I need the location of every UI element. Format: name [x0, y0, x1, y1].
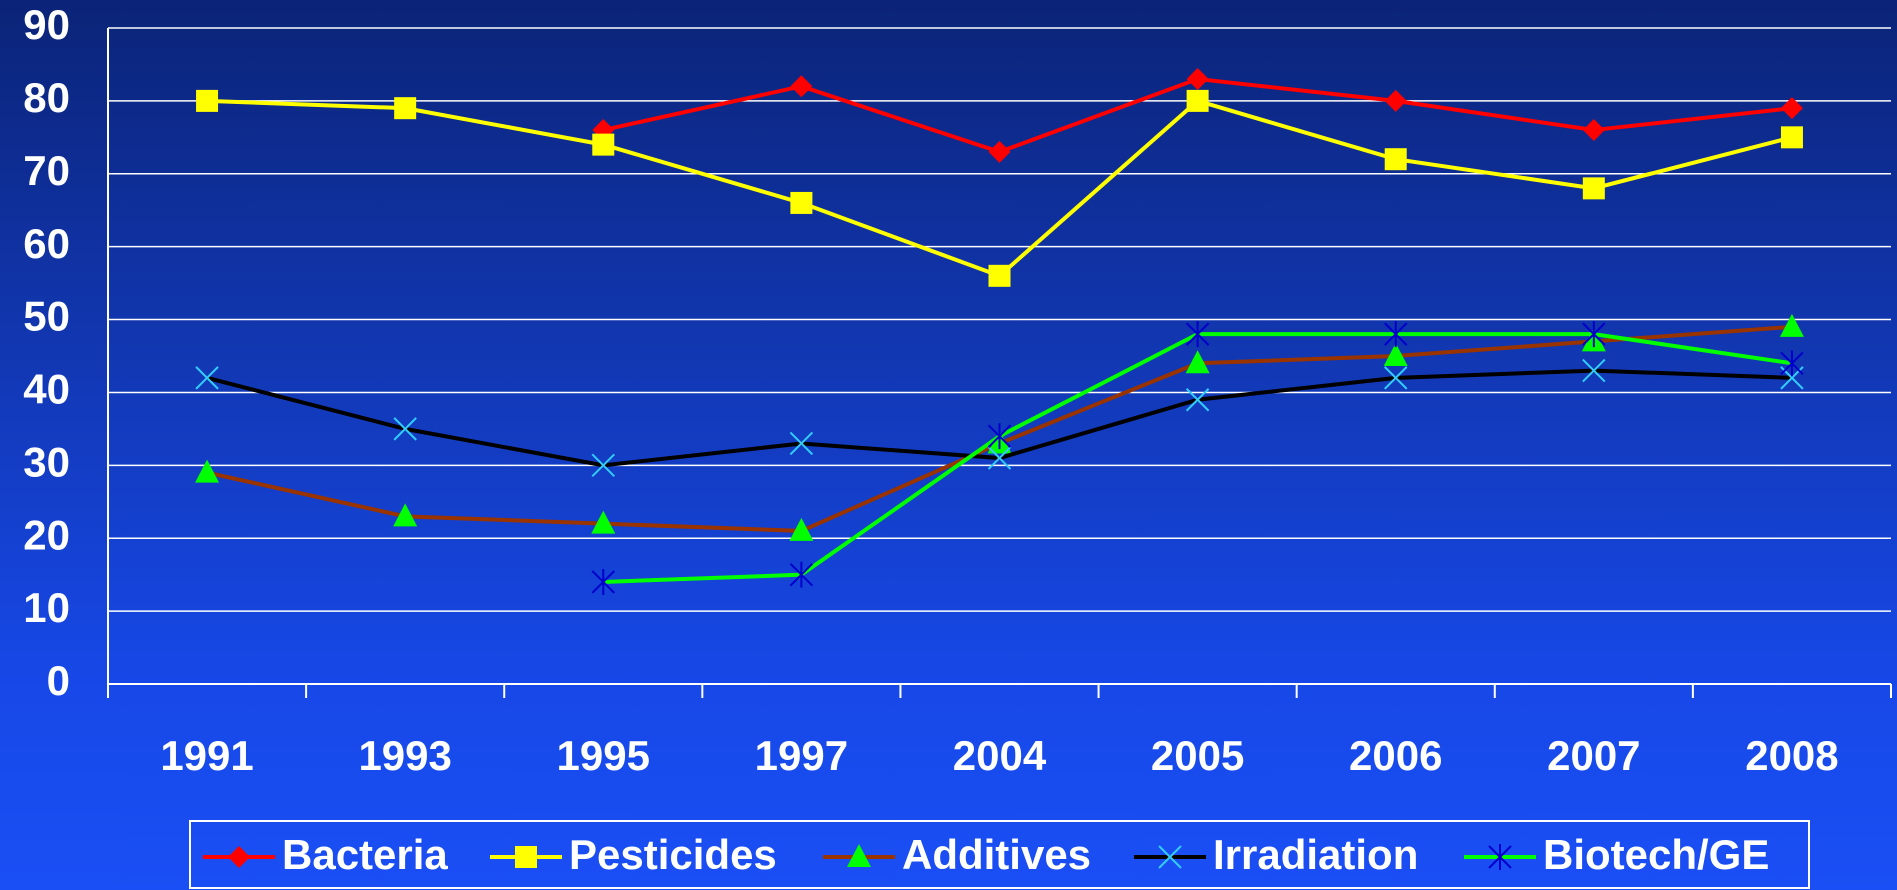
marker: [1185, 321, 1210, 348]
marker: [1186, 68, 1209, 91]
marker: [847, 844, 871, 867]
marker: [1582, 119, 1605, 142]
marker: [592, 133, 615, 156]
x-tick-label: 2007: [1547, 732, 1640, 779]
marker: [1384, 321, 1408, 348]
marker: [1488, 844, 1512, 870]
y-tick-label: 20: [23, 511, 70, 558]
marker: [790, 75, 813, 98]
x-tick-label: 1995: [557, 732, 650, 779]
y-tick-label: 70: [23, 147, 70, 194]
legend-label: Additives: [902, 831, 1091, 878]
marker: [515, 846, 537, 868]
x-tick-label: 2005: [1151, 732, 1244, 779]
marker: [1780, 97, 1803, 120]
marker: [1185, 350, 1210, 374]
y-tick-label: 50: [23, 293, 70, 340]
marker: [228, 846, 250, 868]
marker: [196, 89, 219, 112]
legend-label: Irradiation: [1213, 831, 1418, 878]
marker: [195, 459, 220, 483]
marker: [591, 568, 615, 595]
legend-label: Pesticides: [569, 831, 777, 878]
marker: [195, 366, 219, 390]
marker: [1780, 126, 1803, 149]
marker: [393, 503, 418, 527]
y-tick-label: 10: [23, 584, 70, 631]
marker: [789, 431, 814, 456]
marker: [789, 561, 814, 588]
marker: [1779, 313, 1804, 337]
y-tick-label: 40: [23, 366, 70, 413]
marker: [1780, 350, 1804, 377]
marker: [1384, 366, 1408, 390]
marker: [789, 517, 814, 541]
marker: [988, 140, 1011, 163]
marker: [1158, 845, 1182, 869]
marker: [591, 510, 616, 534]
marker: [1582, 177, 1605, 200]
x-tick-label: 1997: [755, 732, 848, 779]
marker: [1383, 343, 1408, 366]
legend-box: [189, 820, 1810, 889]
marker: [1384, 89, 1407, 112]
y-tick-label: 0: [47, 657, 70, 704]
marker: [790, 191, 813, 214]
x-tick-label: 2008: [1745, 732, 1838, 779]
marker: [393, 417, 417, 441]
x-tick-label: 2006: [1349, 732, 1442, 779]
y-tick-label: 80: [23, 74, 70, 121]
marker: [394, 97, 417, 120]
legend-label: Bacteria: [282, 831, 448, 878]
marker: [1582, 321, 1606, 348]
legend-label: Biotech/GE: [1543, 831, 1769, 878]
x-tick-label: 1991: [160, 732, 253, 779]
marker: [988, 264, 1011, 287]
marker: [1186, 89, 1209, 112]
y-tick-label: 60: [23, 220, 70, 267]
marker: [1384, 148, 1407, 171]
y-tick-label: 90: [23, 1, 70, 48]
marker: [987, 446, 1012, 470]
marker: [591, 453, 615, 478]
x-tick-label: 2004: [953, 732, 1047, 779]
marker: [1185, 388, 1210, 412]
x-tick-label: 1993: [358, 732, 451, 779]
y-tick-label: 30: [23, 438, 70, 485]
marker: [987, 423, 1012, 450]
marker: [1582, 358, 1606, 383]
